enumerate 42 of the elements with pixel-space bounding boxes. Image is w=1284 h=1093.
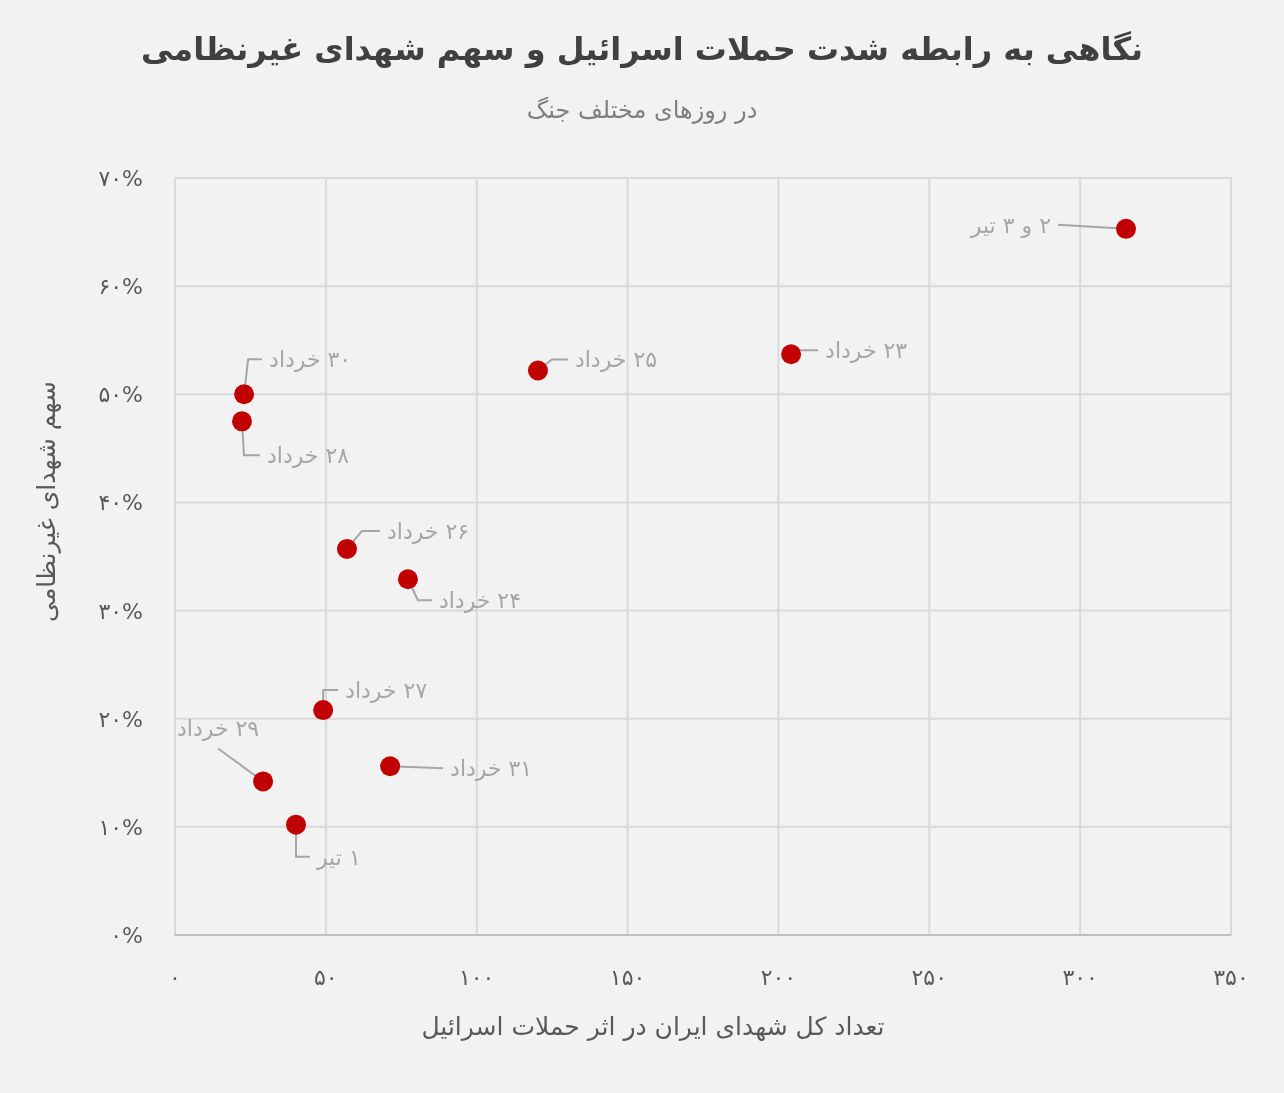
annotation: ۲۸ خرداد — [266, 443, 350, 469]
y-tick-label: ۲۰% — [98, 706, 143, 732]
point — [231, 411, 252, 432]
x-tick-label: ۲۰۰ — [760, 965, 797, 990]
chart-subtitle: در روزهای مختلف جنگ — [526, 96, 758, 124]
x-tick-label: ۵۰ — [314, 965, 338, 990]
annotation: ۲۹ خرداد — [177, 716, 260, 742]
annotation: ۲۷ خرداد — [345, 678, 428, 704]
y-tick-label: ۳۰% — [98, 598, 143, 624]
y-tick-label: ۵۰% — [98, 382, 143, 408]
point — [313, 700, 334, 721]
y-tick-label: ۴۰% — [98, 490, 143, 516]
point — [380, 756, 401, 777]
x-tick-label: ۰ — [169, 965, 181, 990]
y-axis-title: سهم شهدای غیرنظامی — [32, 381, 62, 622]
x-tick-label: ۳۵۰ — [1213, 965, 1249, 990]
annotation: ۳۱ خرداد — [450, 756, 533, 782]
annotation: ۱ تیر — [315, 844, 361, 870]
x-tick-label: ۲۵۰ — [911, 965, 948, 990]
point — [253, 771, 274, 792]
x-tick-label: ۱۰۰ — [458, 965, 495, 990]
y-tick-label: ۰% — [110, 923, 143, 948]
x-axis-title: تعداد کل شهدای ایران در اثر حملات اسرائیل — [421, 1012, 885, 1042]
point — [234, 384, 255, 405]
x-tick-label: ۳۰۰ — [1062, 965, 1098, 990]
annotation: ۳۰ خرداد — [269, 347, 352, 373]
point — [397, 569, 418, 590]
point — [1116, 218, 1136, 239]
point — [336, 538, 357, 559]
annotation: ۲۳ خرداد — [825, 338, 908, 364]
y-tick-label: ۷۰% — [98, 166, 143, 191]
y-tick-label: ۱۰% — [98, 814, 143, 840]
y-tick-label: ۶۰% — [98, 274, 143, 300]
annotation: ۲ و ۳ تیر — [969, 212, 1051, 238]
point — [285, 814, 306, 835]
point — [781, 344, 802, 365]
annotation: ۲۵ خرداد — [574, 347, 658, 373]
chart-title: نگاهی به رابطه شدت حملات اسرائیل و سهم شهدای غیرنظامی — [140, 30, 1144, 68]
annotation: ۲۴ خرداد — [438, 588, 521, 614]
point — [527, 360, 548, 381]
x-tick-label: ۱۵۰ — [609, 965, 646, 990]
annotation: ۲۶ خرداد — [386, 518, 470, 544]
